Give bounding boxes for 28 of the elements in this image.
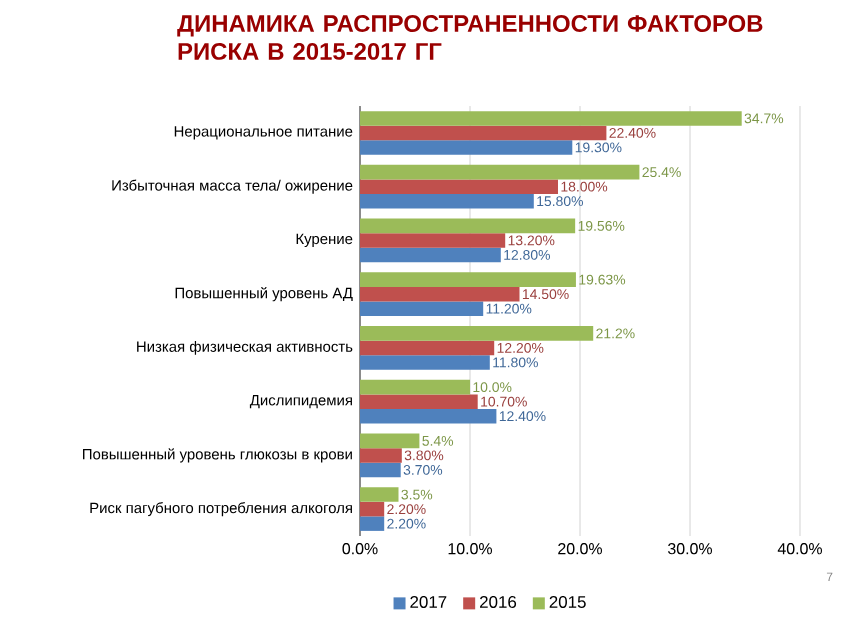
legend-label: 2017	[410, 595, 447, 608]
bar	[360, 218, 576, 234]
bar	[360, 111, 742, 126]
bar	[360, 247, 501, 263]
bar	[360, 140, 573, 155]
bar	[360, 408, 497, 424]
bar	[360, 379, 470, 395]
bar	[360, 179, 558, 194]
bar	[360, 433, 420, 449]
bar	[360, 487, 399, 502]
bar	[360, 501, 385, 517]
bar	[360, 448, 402, 463]
bar	[360, 233, 506, 248]
bar	[360, 516, 385, 531]
legend-label: 2016	[480, 595, 517, 608]
bar	[360, 301, 484, 316]
bar	[360, 286, 520, 302]
bar	[360, 164, 640, 180]
bar	[360, 462, 401, 478]
bar	[360, 355, 490, 370]
bar	[360, 125, 607, 141]
bar	[360, 340, 495, 356]
bar	[360, 394, 478, 409]
legend-label: 2015	[549, 595, 586, 608]
chart-title: ДИНАМИКА РАСПРОСТРАНЕННОСТИ ФАКТОРОВ РИСКА В 2015-2017 ГГ	[177, 15, 763, 60]
bar	[360, 193, 534, 209]
bar	[360, 326, 594, 341]
bar	[360, 272, 576, 287]
